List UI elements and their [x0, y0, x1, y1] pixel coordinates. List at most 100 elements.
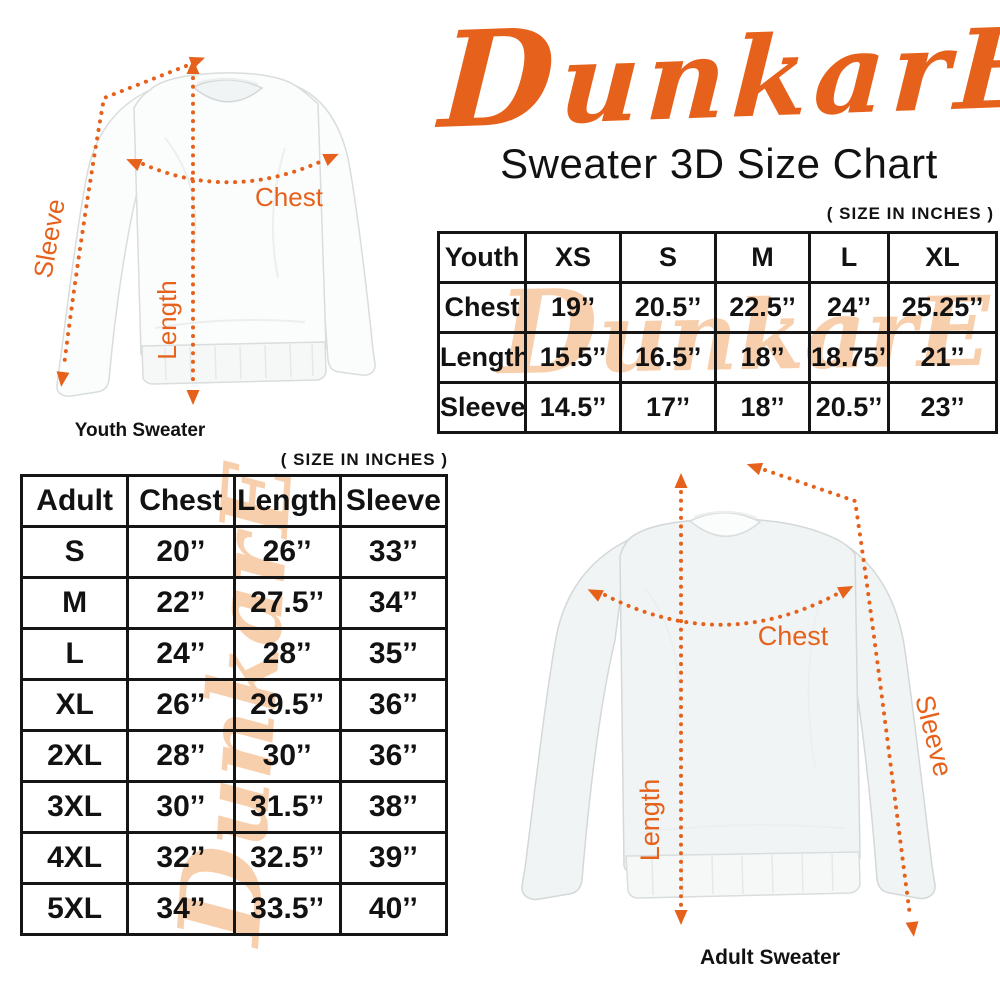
adult-left-sleeve: [521, 538, 629, 901]
adult-cell: 34’’: [126, 882, 236, 936]
adult-cell: 2XL: [19, 729, 130, 783]
adult-length-bottom-arrow: [674, 910, 688, 925]
adult-cell: 38’’: [338, 780, 449, 834]
youth-length-bottom-arrow: [186, 390, 200, 405]
adult-length-top-arrow: [674, 473, 688, 488]
adult-chest-label: Chest: [758, 621, 829, 651]
adult-sleeve-bottom-arrow: [905, 921, 919, 937]
adult-header-cell: Sleeve: [338, 474, 449, 528]
youth-chest-left-arrow: [126, 159, 143, 171]
youth-table-row: Chest 19’’ 20.5’’ 22.5’’ 24’’ 25.25’’: [437, 281, 998, 334]
youth-collar: [191, 79, 264, 103]
youth-size-table-wrap: Youth XS S M L XL Chest 19’’ 20.5’’ 22.5’’ 24’’ 25…: [437, 231, 998, 434]
adult-cell: 30’’: [232, 729, 342, 783]
youth-cell: 17’’: [619, 381, 717, 434]
adult-cell: 31.5’’: [232, 780, 342, 834]
youth-hem-band: [141, 341, 327, 385]
adult-cell: 32.5’’: [232, 831, 342, 885]
adult-header-cell: Chest: [126, 474, 236, 528]
youth-collar-back: [196, 77, 259, 85]
youth-cell: 20.5’’: [619, 281, 717, 334]
adult-table-row: 5XL 34’’ 33.5’’ 40’’: [19, 882, 449, 936]
adult-cell: 30’’: [126, 780, 236, 834]
adult-sweater-illustration: Chest Length Sleeve: [521, 462, 958, 937]
youth-cell: 22.5’’: [714, 281, 811, 334]
youth-table-header-row: Youth XS S M L XL: [437, 231, 998, 284]
youth-cell: 21’’: [887, 331, 998, 384]
adult-chest-left-arrow: [587, 589, 604, 602]
youth-cell: Chest: [437, 281, 527, 334]
adult-cell: 28’’: [232, 627, 342, 681]
youth-header-cell: XL: [887, 231, 998, 284]
youth-sleeve-line: [62, 64, 188, 368]
adult-table-row: M 22’’ 27.5’’ 34’’: [19, 576, 449, 630]
adult-sleeve-top-arrow: [746, 462, 764, 476]
youth-size-table: Youth XS S M L XL Chest 19’’ 20.5’’ 22.5’’ 24’’ 25…: [437, 231, 998, 434]
youth-cell: Sleeve: [437, 381, 527, 434]
adult-sweater-diagram: Chest Length Sleeve: [460, 448, 1000, 1000]
youth-crease: [271, 147, 286, 279]
youth-table-row: Sleeve 14.5’’ 17’’ 18’’ 20.5’’ 23’’: [437, 381, 998, 434]
youth-length-label: Length: [152, 280, 182, 360]
adult-sweater-caption: Adult Sweater: [699, 946, 841, 969]
adult-crease: [807, 597, 821, 769]
youth-cell: 23’’: [887, 381, 998, 434]
adult-cell: 26’’: [232, 525, 342, 579]
adult-cell: 24’’: [126, 627, 236, 681]
adult-cell: 4XL: [19, 831, 130, 885]
adult-cell: 28’’: [126, 729, 236, 783]
adult-table-row: 4XL 32’’ 32.5’’ 39’’: [19, 831, 449, 885]
adult-table-row: XL 26’’ 29.5’’ 36’’: [19, 678, 449, 732]
adult-cell: 33’’: [338, 525, 449, 579]
youth-header-cell: Youth: [437, 231, 527, 284]
brand-block: DunkarE Sweater 3D Size Chart ( SIZE IN …: [436, 0, 1000, 224]
adult-cell: 35’’: [338, 627, 449, 681]
youth-header-cell: S: [619, 231, 717, 284]
youth-cell: 14.5’’: [524, 381, 622, 434]
adult-right-sleeve: [837, 538, 936, 900]
youth-cell: 24’’: [808, 281, 890, 334]
adult-size-unit-note: ( SIZE IN INCHES ): [280, 450, 448, 469]
youth-cell: 16.5’’: [619, 331, 717, 384]
youth-sleeve-bottom-arrow: [56, 371, 70, 387]
adult-crease: [639, 823, 846, 834]
youth-cell: 18’’: [714, 381, 811, 434]
adult-cell: 39’’: [338, 831, 449, 885]
youth-chest-right-arrow: [322, 153, 339, 166]
adult-cell: L: [19, 627, 130, 681]
adult-header-cell: Adult: [19, 474, 130, 528]
youth-header-cell: L: [808, 231, 890, 284]
youth-hem-ribs: [164, 343, 314, 381]
youth-table-row: Length 15.5’’ 16.5’’ 18’’ 18.75’’ 21’’: [437, 331, 998, 384]
adult-cell: S: [19, 525, 130, 579]
youth-cell: 18’’: [714, 331, 811, 384]
youth-cell: 15.5’’: [524, 331, 622, 384]
brand-logo: DunkarE: [436, 0, 1000, 159]
youth-cell: 18.75’’: [808, 331, 890, 384]
youth-chest-label: Chest: [255, 182, 324, 212]
adult-cell: 29.5’’: [232, 678, 342, 732]
youth-sleeve-top-arrow: [188, 56, 206, 70]
adult-cell: 26’’: [126, 678, 236, 732]
adult-table-row: 2XL 28’’ 30’’ 36’’: [19, 729, 449, 783]
adult-cell: XL: [19, 678, 130, 732]
youth-cell: 19’’: [524, 281, 622, 334]
adult-hem-ribs: [651, 853, 834, 896]
adult-header-cell: Length: [232, 474, 342, 528]
adult-cell: 3XL: [19, 780, 130, 834]
adult-cell: 34’’: [338, 576, 449, 630]
adult-cell: 40’’: [338, 882, 449, 936]
adult-length-label: Length: [635, 779, 665, 862]
adult-cell: 33.5’’: [232, 882, 342, 936]
adult-chest-line: [603, 592, 839, 627]
youth-cell: 20.5’’: [808, 381, 890, 434]
adult-collar-back: [693, 510, 758, 519]
youth-cell: Length: [437, 331, 527, 384]
adult-cell: 32’’: [126, 831, 236, 885]
adult-size-table: Adult Chest Length Sleeve S 20’’ 26’’ 33’’ M 22’…: [19, 474, 449, 936]
youth-crease: [154, 319, 306, 329]
adult-table-row: S 20’’ 26’’ 33’’: [19, 525, 449, 579]
youth-sweater-illustration: Chest Length Sleeve: [27, 56, 376, 405]
adult-table-row: 3XL 30’’ 31.5’’ 38’’: [19, 780, 449, 834]
